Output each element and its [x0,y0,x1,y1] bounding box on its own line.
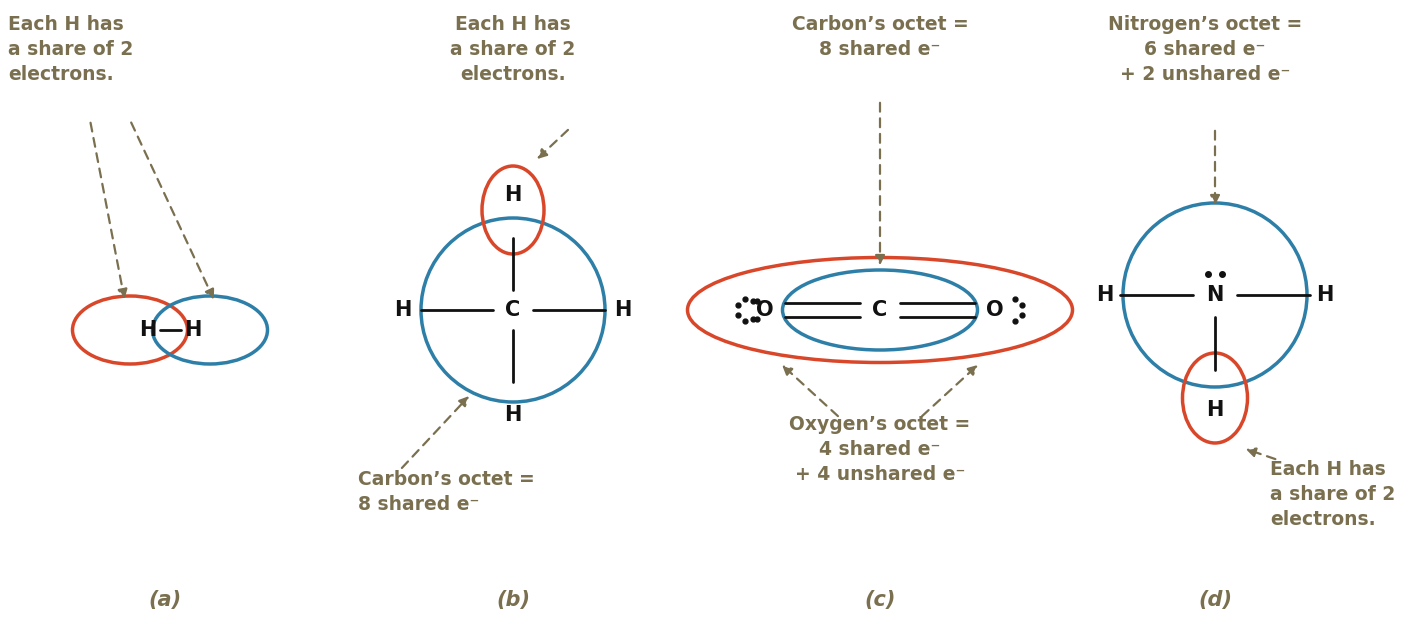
Text: Carbon’s octet =
8 shared e⁻: Carbon’s octet = 8 shared e⁻ [357,470,534,514]
Text: H: H [504,405,521,425]
Text: H: H [1317,285,1334,305]
Text: Oxygen’s octet =
4 shared e⁻
+ 4 unshared e⁻: Oxygen’s octet = 4 shared e⁻ + 4 unshare… [790,415,971,484]
Text: (b): (b) [496,590,530,610]
Text: H: H [394,300,411,320]
Text: H: H [1096,285,1113,305]
Text: Nitrogen’s octet =
6 shared e⁻
+ 2 unshared e⁻: Nitrogen’s octet = 6 shared e⁻ + 2 unsha… [1108,15,1303,84]
Text: H: H [504,185,521,205]
Text: C: C [872,300,887,320]
Text: N: N [1207,285,1224,305]
Text: Each H has
a share of 2
electrons.: Each H has a share of 2 electrons. [451,15,575,84]
Text: H: H [140,320,157,340]
Text: O: O [756,300,774,320]
Text: (d): (d) [1198,590,1232,610]
Text: Each H has
a share of 2
electrons.: Each H has a share of 2 electrons. [8,15,133,84]
Text: C: C [506,300,520,320]
Text: (a): (a) [148,590,181,610]
Text: Each H has
a share of 2
electrons.: Each H has a share of 2 electrons. [1270,460,1395,529]
Text: Carbon’s octet =
8 shared e⁻: Carbon’s octet = 8 shared e⁻ [791,15,968,59]
Text: H: H [615,300,632,320]
Text: (c): (c) [865,590,896,610]
Text: O: O [986,300,1003,320]
Text: H: H [184,320,202,340]
Text: H: H [1207,400,1224,420]
